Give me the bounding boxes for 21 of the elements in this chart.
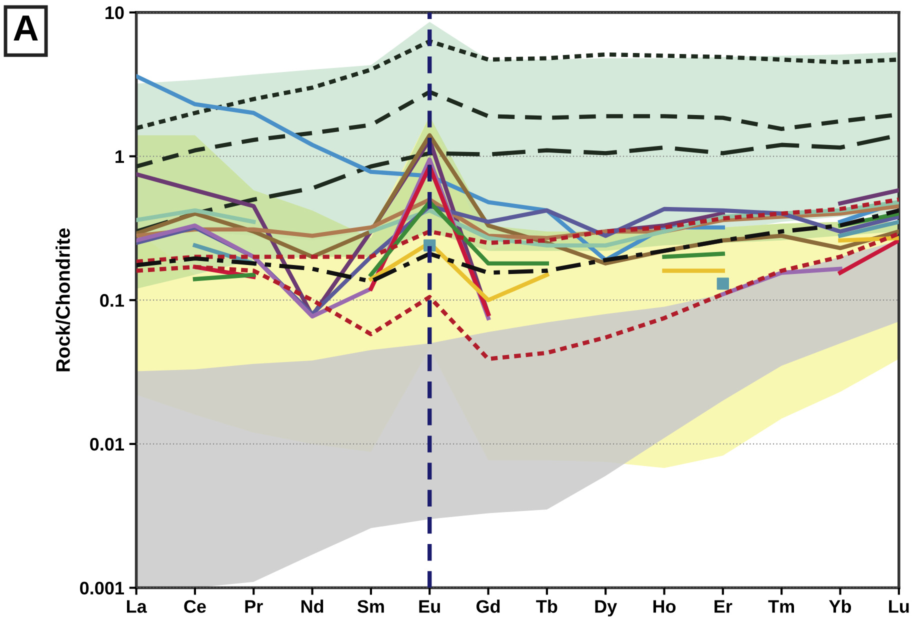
x-tick-label: Pr [245, 600, 263, 613]
text: A [14, 16, 38, 40]
y-axis-title: Rock/Chondrite [56, 228, 70, 372]
x-tick-label: Nd [301, 600, 324, 613]
x-tick-label: Er [714, 600, 732, 613]
x-tick-label: La [126, 600, 147, 613]
y-tick-label: 1 [116, 150, 124, 163]
x-tick-label: Sm [357, 600, 384, 613]
x-tick-label: Lu [889, 600, 909, 613]
x-tick-label: Ce [184, 600, 206, 613]
y-tick-label: 0.1 [100, 294, 124, 307]
x-tick-label: Ho [653, 600, 676, 613]
y-tick-label: 10 [106, 6, 124, 20]
x-tick-label: Yb [829, 600, 852, 613]
x-tick-label: Tb [536, 600, 558, 613]
x-tick-label: Eu [419, 600, 440, 613]
x-tick-label: Gd [476, 600, 500, 613]
y-tick-label: 0.001 [80, 582, 124, 595]
x-tick-label: Tm [768, 600, 794, 613]
y-tick-label: 0.01 [90, 438, 124, 451]
x-tick-label: Dy [595, 600, 618, 616]
